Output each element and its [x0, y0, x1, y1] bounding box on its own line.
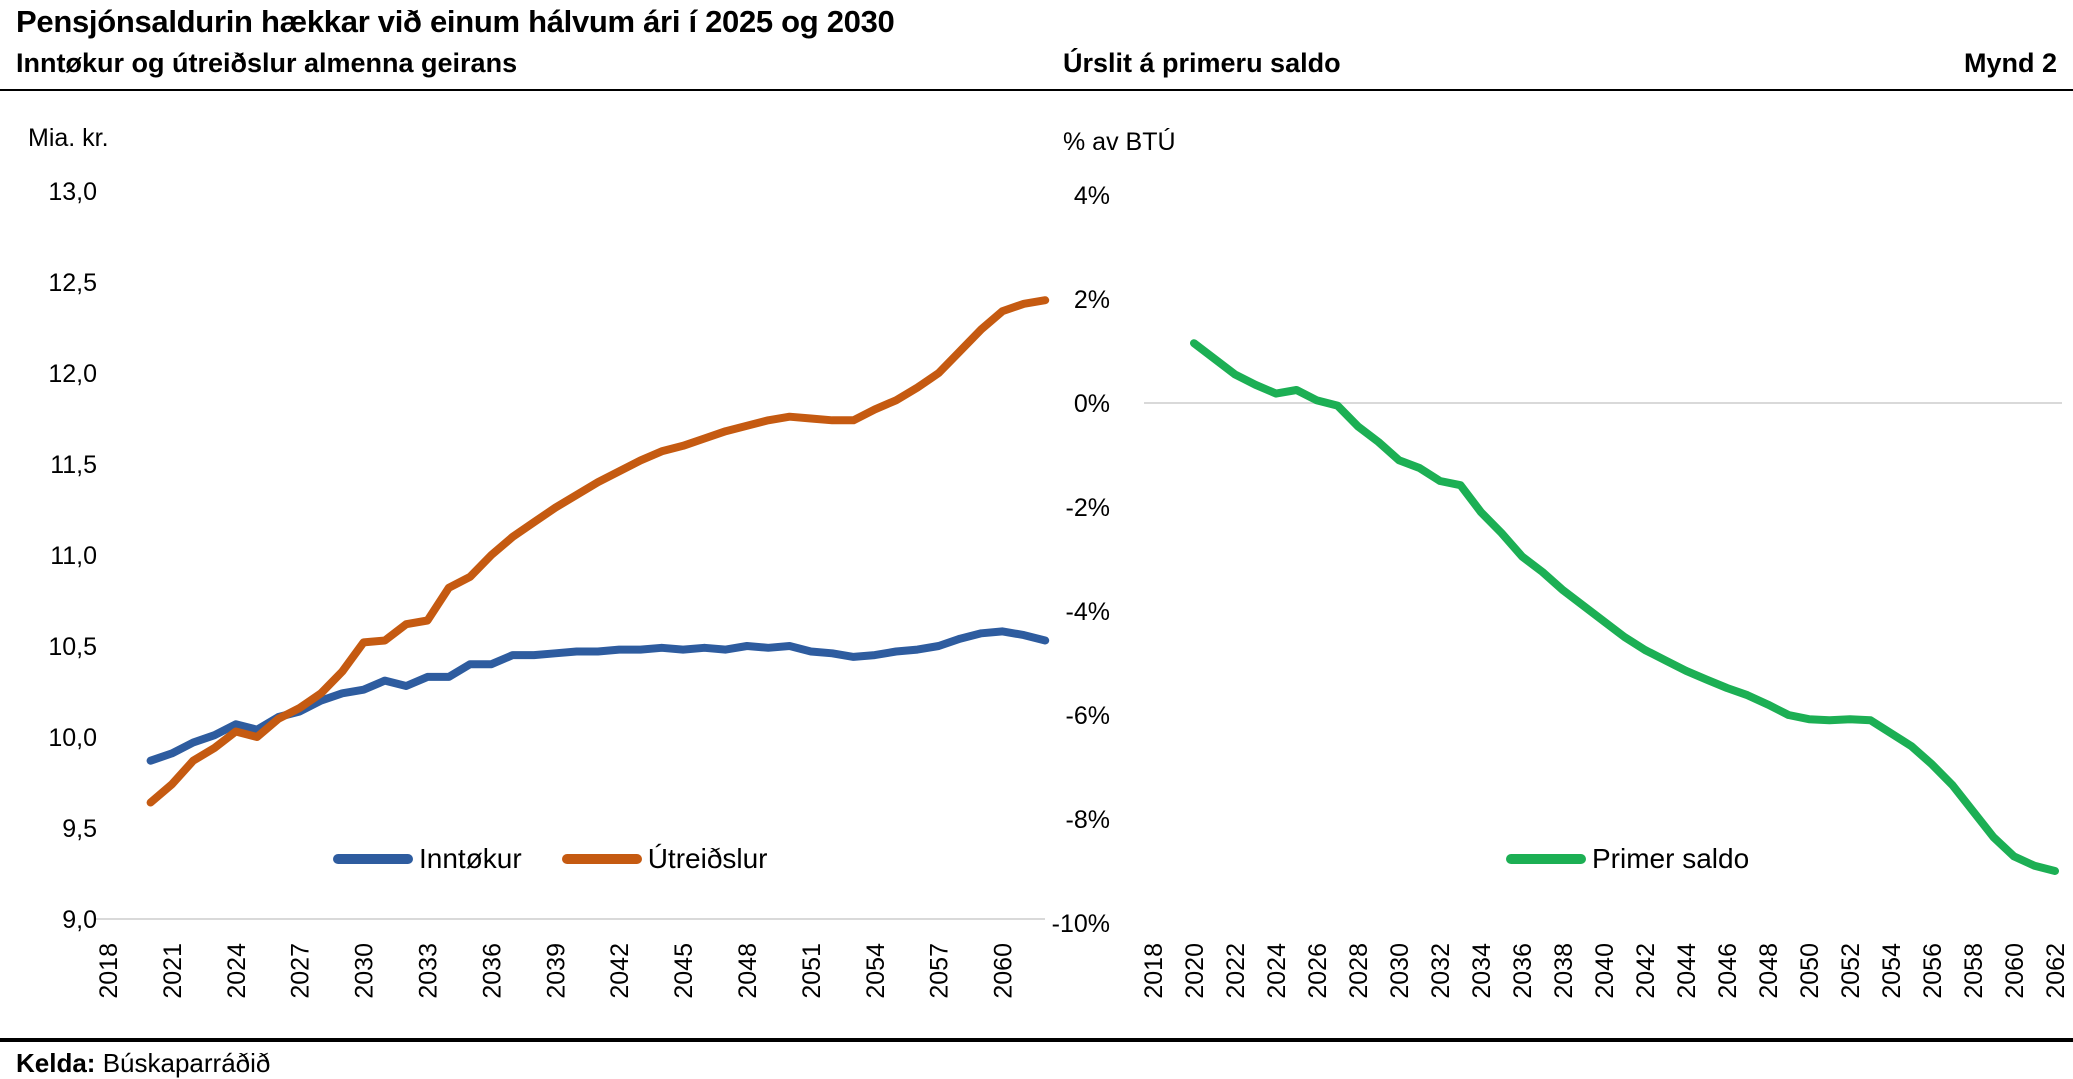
- source-label: Kelda:: [16, 1048, 96, 1078]
- svg-text:11,5: 11,5: [50, 451, 97, 479]
- svg-text:2027: 2027: [287, 943, 315, 999]
- svg-text:2030: 2030: [1386, 943, 1414, 999]
- svg-text:-2%: -2%: [1066, 494, 1110, 522]
- svg-text:2050: 2050: [1796, 943, 1824, 999]
- svg-text:2046: 2046: [1714, 943, 1742, 999]
- left-chart-title: Inntøkur og útreiðslur almenna geirans: [16, 48, 518, 78]
- svg-text:2060: 2060: [2001, 943, 2029, 999]
- svg-text:2056: 2056: [1919, 943, 1947, 999]
- svg-text:2042: 2042: [1632, 943, 1660, 999]
- svg-text:12,5: 12,5: [48, 269, 97, 297]
- svg-text:2032: 2032: [1427, 943, 1455, 999]
- left-line-chart-plot: 13,0 12,5 12,0 11,5 11,0 10,5 10,0 9,5 9,0 2018 20…: [48, 178, 1050, 999]
- svg-text:2038: 2038: [1550, 943, 1578, 999]
- svg-text:2062: 2062: [2042, 943, 2070, 999]
- svg-text:2022: 2022: [1222, 943, 1250, 999]
- income-line-marker-icon: [333, 854, 413, 864]
- source-note: Kelda: Búskaparráðið: [16, 1048, 270, 1079]
- svg-text:-6%: -6%: [1066, 702, 1110, 730]
- left-chart-legend: Inntøkur Útreiðslur: [333, 843, 768, 875]
- svg-text:12,0: 12,0: [48, 360, 97, 388]
- legend-item-primary-balance: Primer saldo: [1506, 843, 1749, 875]
- legend-label-income: Inntøkur: [419, 843, 522, 874]
- svg-text:2057: 2057: [926, 943, 954, 999]
- svg-text:2030: 2030: [351, 943, 379, 999]
- svg-text:2040: 2040: [1591, 943, 1619, 999]
- svg-text:4%: 4%: [1074, 182, 1110, 210]
- svg-text:0%: 0%: [1074, 390, 1110, 418]
- page-title: Pensjónsaldurin hækkar við einum hálvum …: [16, 4, 895, 39]
- svg-text:2026: 2026: [1304, 943, 1332, 999]
- legend-label-primary-balance: Primer saldo: [1592, 843, 1750, 874]
- svg-text:2020: 2020: [1181, 943, 1209, 999]
- svg-text:2048: 2048: [734, 943, 762, 999]
- svg-text:2036: 2036: [1509, 943, 1537, 999]
- svg-text:-10%: -10%: [1052, 910, 1110, 938]
- svg-text:2042: 2042: [606, 943, 634, 999]
- svg-text:2018: 2018: [95, 943, 123, 999]
- svg-text:2058: 2058: [1960, 943, 1988, 999]
- svg-text:2024: 2024: [1263, 943, 1291, 999]
- svg-text:2048: 2048: [1755, 943, 1783, 999]
- right-axis-unit-label: % av BTÚ: [1063, 128, 1176, 156]
- primary-balance-line-marker-icon: [1506, 854, 1586, 864]
- right-chart-title: Úrslit á primeru saldo: [1063, 48, 1341, 78]
- right-chart-legend: Primer saldo: [1506, 843, 1749, 875]
- footer-divider-rule: [0, 1038, 2073, 1042]
- svg-text:9,0: 9,0: [62, 906, 97, 934]
- svg-text:2036: 2036: [478, 943, 506, 999]
- figure-number-label: Mynd 2: [1963, 48, 2057, 78]
- svg-text:2021: 2021: [159, 943, 187, 999]
- svg-text:2033: 2033: [415, 943, 443, 999]
- svg-text:2052: 2052: [1837, 943, 1865, 999]
- left-axis-unit-label: Mia. kr.: [28, 124, 109, 152]
- svg-text:10,0: 10,0: [48, 724, 97, 752]
- header-divider-rule: [0, 89, 2073, 91]
- right-line-chart-plot: 4% 2% 0% -2% -4% -6% -8% -10% 2018 2020 2022 2024 20…: [1052, 182, 2070, 999]
- svg-text:2039: 2039: [542, 943, 570, 999]
- svg-text:2054: 2054: [1878, 943, 1906, 999]
- svg-text:2034: 2034: [1468, 943, 1496, 999]
- source-name: Búskaparráðið: [102, 1048, 271, 1078]
- svg-text:13,0: 13,0: [48, 178, 97, 206]
- expenditure-line-marker-icon: [561, 854, 642, 864]
- svg-text:11,0: 11,0: [50, 542, 97, 570]
- svg-text:2%: 2%: [1074, 286, 1110, 314]
- svg-text:-4%: -4%: [1066, 598, 1110, 626]
- legend-label-expenditure: Útreiðslur: [647, 843, 768, 874]
- svg-text:2044: 2044: [1673, 943, 1701, 999]
- svg-text:2028: 2028: [1345, 943, 1373, 999]
- legend-item-expenditure: Útreiðslur: [561, 843, 768, 875]
- svg-text:2018: 2018: [1140, 943, 1168, 999]
- svg-text:2060: 2060: [990, 943, 1018, 999]
- legend-item-income: Inntøkur: [333, 843, 522, 875]
- svg-text:2045: 2045: [670, 943, 698, 999]
- svg-text:9,5: 9,5: [62, 815, 97, 843]
- svg-text:2054: 2054: [862, 943, 890, 999]
- svg-text:2024: 2024: [223, 943, 251, 999]
- svg-text:2051: 2051: [798, 943, 826, 999]
- svg-text:-8%: -8%: [1066, 806, 1110, 834]
- svg-text:10,5: 10,5: [48, 633, 97, 661]
